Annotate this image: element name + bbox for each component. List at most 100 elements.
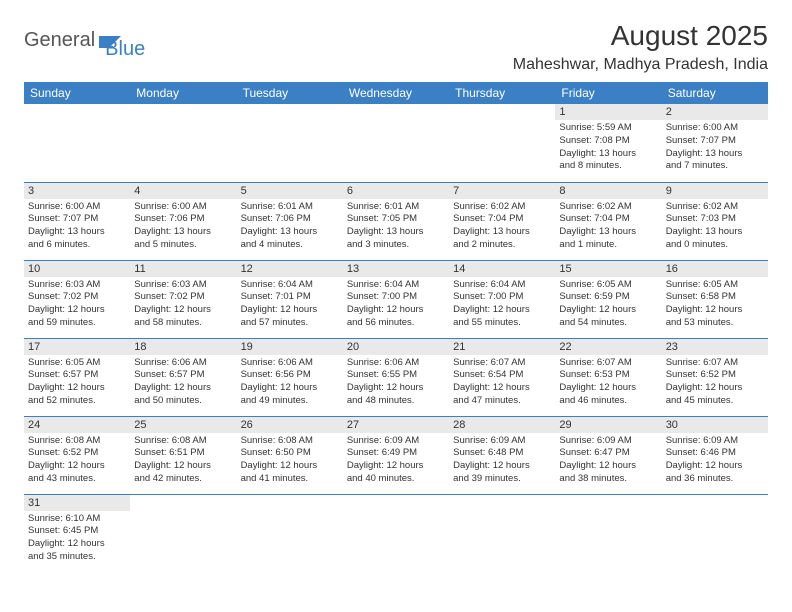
day-number: 19: [237, 339, 343, 355]
cell-line: Daylight: 12 hours: [666, 382, 764, 395]
cell-line: Daylight: 12 hours: [134, 460, 232, 473]
calendar-cell: 3 Sunrise: 6:00 AMSunset: 7:07 PMDaylight…: [24, 182, 130, 260]
calendar-row: 24 Sunrise: 6:08 AM Sunset: 6:52 PM Dayligh…: [24, 416, 768, 494]
cell-line: Daylight: 12 hours: [241, 382, 339, 395]
calendar-cell: 11Sunrise: 6:03 AMSunset: 7:02 PMDayligh…: [130, 260, 236, 338]
calendar-cell: 5Sunrise: 6:01 AMSunset: 7:06 PMDaylight…: [237, 182, 343, 260]
cell-line: Sunrise: 6:02 AM: [666, 201, 764, 214]
cell-line: Daylight: 12 hours: [28, 538, 126, 551]
dayhdr-wed: Wednesday: [343, 82, 449, 104]
cell-line: Sunrise: 6:08 AM: [241, 435, 339, 448]
cell-line: Sunrise: 6:00 AM: [28, 201, 126, 214]
day-number: 24: [24, 417, 130, 433]
cell-line: and 8 minutes.: [559, 160, 657, 173]
calendar-cell: [237, 494, 343, 572]
day-number: 29: [555, 417, 661, 433]
calendar-cell: [130, 494, 236, 572]
cell-line: and 47 minutes.: [453, 395, 551, 408]
calendar-cell: 21Sunrise: 6:07 AMSunset: 6:54 PMDayligh…: [449, 338, 555, 416]
cell-line: and 53 minutes.: [666, 317, 764, 330]
cell-line: Sunset: 6:52 PM: [28, 447, 126, 460]
cell-line: Daylight: 12 hours: [559, 460, 657, 473]
day-number: 9: [662, 183, 768, 199]
dayhdr-tue: Tuesday: [237, 82, 343, 104]
cell-line: and 58 minutes.: [134, 317, 232, 330]
cell-line: and 1 minute.: [559, 239, 657, 252]
cell-line: Daylight: 13 hours: [559, 148, 657, 161]
cell-line: and 0 minutes.: [666, 239, 764, 252]
cell-line: Sunrise: 5:59 AM: [559, 122, 657, 135]
day-number: 30: [662, 417, 768, 433]
cell-line: Daylight: 12 hours: [453, 304, 551, 317]
calendar-cell: [343, 494, 449, 572]
calendar-cell: 26Sunrise: 6:08 AMSunset: 6:50 PMDayligh…: [237, 416, 343, 494]
logo-text-general: General: [24, 29, 95, 52]
cell-line: Sunset: 7:06 PM: [241, 213, 339, 226]
cell-line: Daylight: 13 hours: [559, 226, 657, 239]
calendar-cell: 15Sunrise: 6:05 AMSunset: 6:59 PMDayligh…: [555, 260, 661, 338]
cell-line: Sunset: 7:00 PM: [453, 291, 551, 304]
cell-line: Sunset: 7:07 PM: [28, 213, 126, 226]
cell-line: Sunrise: 6:06 AM: [241, 357, 339, 370]
calendar-cell: [24, 104, 130, 182]
cell-line: Sunset: 6:46 PM: [666, 447, 764, 460]
calendar-cell: 25Sunrise: 6:08 AMSunset: 6:51 PMDayligh…: [130, 416, 236, 494]
cell-line: Sunset: 7:06 PM: [134, 213, 232, 226]
cell-line: Sunset: 6:56 PM: [241, 369, 339, 382]
cell-line: Sunrise: 6:01 AM: [241, 201, 339, 214]
calendar-cell: [130, 104, 236, 182]
cell-line: Daylight: 12 hours: [453, 460, 551, 473]
cell-line: Sunrise: 6:05 AM: [28, 357, 126, 370]
dayhdr-sat: Saturday: [662, 82, 768, 104]
cell-line: Sunrise: 6:00 AM: [134, 201, 232, 214]
dayhdr-fri: Friday: [555, 82, 661, 104]
cell-line: Sunset: 6:45 PM: [28, 525, 126, 538]
calendar-cell: 1Sunrise: 5:59 AMSunset: 7:08 PMDaylight…: [555, 104, 661, 182]
cell-line: Sunset: 6:57 PM: [28, 369, 126, 382]
calendar-cell: 30Sunrise: 6:09 AMSunset: 6:46 PMDayligh…: [662, 416, 768, 494]
day-number: 5: [237, 183, 343, 199]
cell-line: Daylight: 13 hours: [28, 226, 126, 239]
cell-line: Sunrise: 6:02 AM: [559, 201, 657, 214]
day-number: 23: [662, 339, 768, 355]
calendar-cell: 12Sunrise: 6:04 AMSunset: 7:01 PMDayligh…: [237, 260, 343, 338]
cell-line: Sunrise: 6:08 AM: [134, 435, 232, 448]
cell-line: Sunrise: 6:00 AM: [666, 122, 764, 135]
cell-line: Sunset: 7:04 PM: [559, 213, 657, 226]
cell-line: Sunset: 7:04 PM: [453, 213, 551, 226]
calendar-cell: 31Sunrise: 6:10 AMSunset: 6:45 PMDayligh…: [24, 494, 130, 572]
cell-line: and 2 minutes.: [453, 239, 551, 252]
cell-line: Sunset: 6:59 PM: [559, 291, 657, 304]
cell-line: Sunrise: 6:09 AM: [347, 435, 445, 448]
calendar-cell: 23Sunrise: 6:07 AMSunset: 6:52 PMDayligh…: [662, 338, 768, 416]
cell-line: Daylight: 12 hours: [347, 304, 445, 317]
cell-line: Sunset: 6:48 PM: [453, 447, 551, 460]
calendar-cell: 24Sunrise: 6:08 AMSunset: 6:52 PMDayligh…: [24, 416, 130, 494]
day-header-row: Sunday Monday Tuesday Wednesday Thursday…: [24, 82, 768, 104]
cell-line: and 52 minutes.: [28, 395, 126, 408]
calendar-cell: 18Sunrise: 6:06 AMSunset: 6:57 PMDayligh…: [130, 338, 236, 416]
cell-line: and 6 minutes.: [28, 239, 126, 252]
calendar-cell: 13Sunrise: 6:04 AMSunset: 7:00 PMDayligh…: [343, 260, 449, 338]
calendar-body: 1Sunrise: 5:59 AMSunset: 7:08 PMDaylight…: [24, 104, 768, 572]
cell-line: and 55 minutes.: [453, 317, 551, 330]
cell-line: Sunrise: 6:06 AM: [134, 357, 232, 370]
calendar-table: Sunday Monday Tuesday Wednesday Thursday…: [24, 82, 768, 572]
day-number: 3: [24, 183, 130, 199]
cell-line: Daylight: 12 hours: [134, 382, 232, 395]
day-number: 10: [24, 261, 130, 277]
calendar-cell: [449, 104, 555, 182]
cell-line: Daylight: 12 hours: [666, 460, 764, 473]
day-number: 28: [449, 417, 555, 433]
cell-line: and 42 minutes.: [134, 473, 232, 486]
calendar-cell: 17Sunrise: 6:05 AMSunset: 6:57 PMDayligh…: [24, 338, 130, 416]
cell-line: Sunset: 6:57 PM: [134, 369, 232, 382]
cell-line: and 7 minutes.: [666, 160, 764, 173]
cell-line: and 35 minutes.: [28, 551, 126, 564]
cell-line: and 59 minutes.: [28, 317, 126, 330]
cell-line: Daylight: 12 hours: [241, 460, 339, 473]
cell-line: Daylight: 13 hours: [453, 226, 551, 239]
calendar-row: 1Sunrise: 5:59 AMSunset: 7:08 PMDaylight…: [24, 104, 768, 182]
cell-line: and 5 minutes.: [134, 239, 232, 252]
cell-line: and 40 minutes.: [347, 473, 445, 486]
